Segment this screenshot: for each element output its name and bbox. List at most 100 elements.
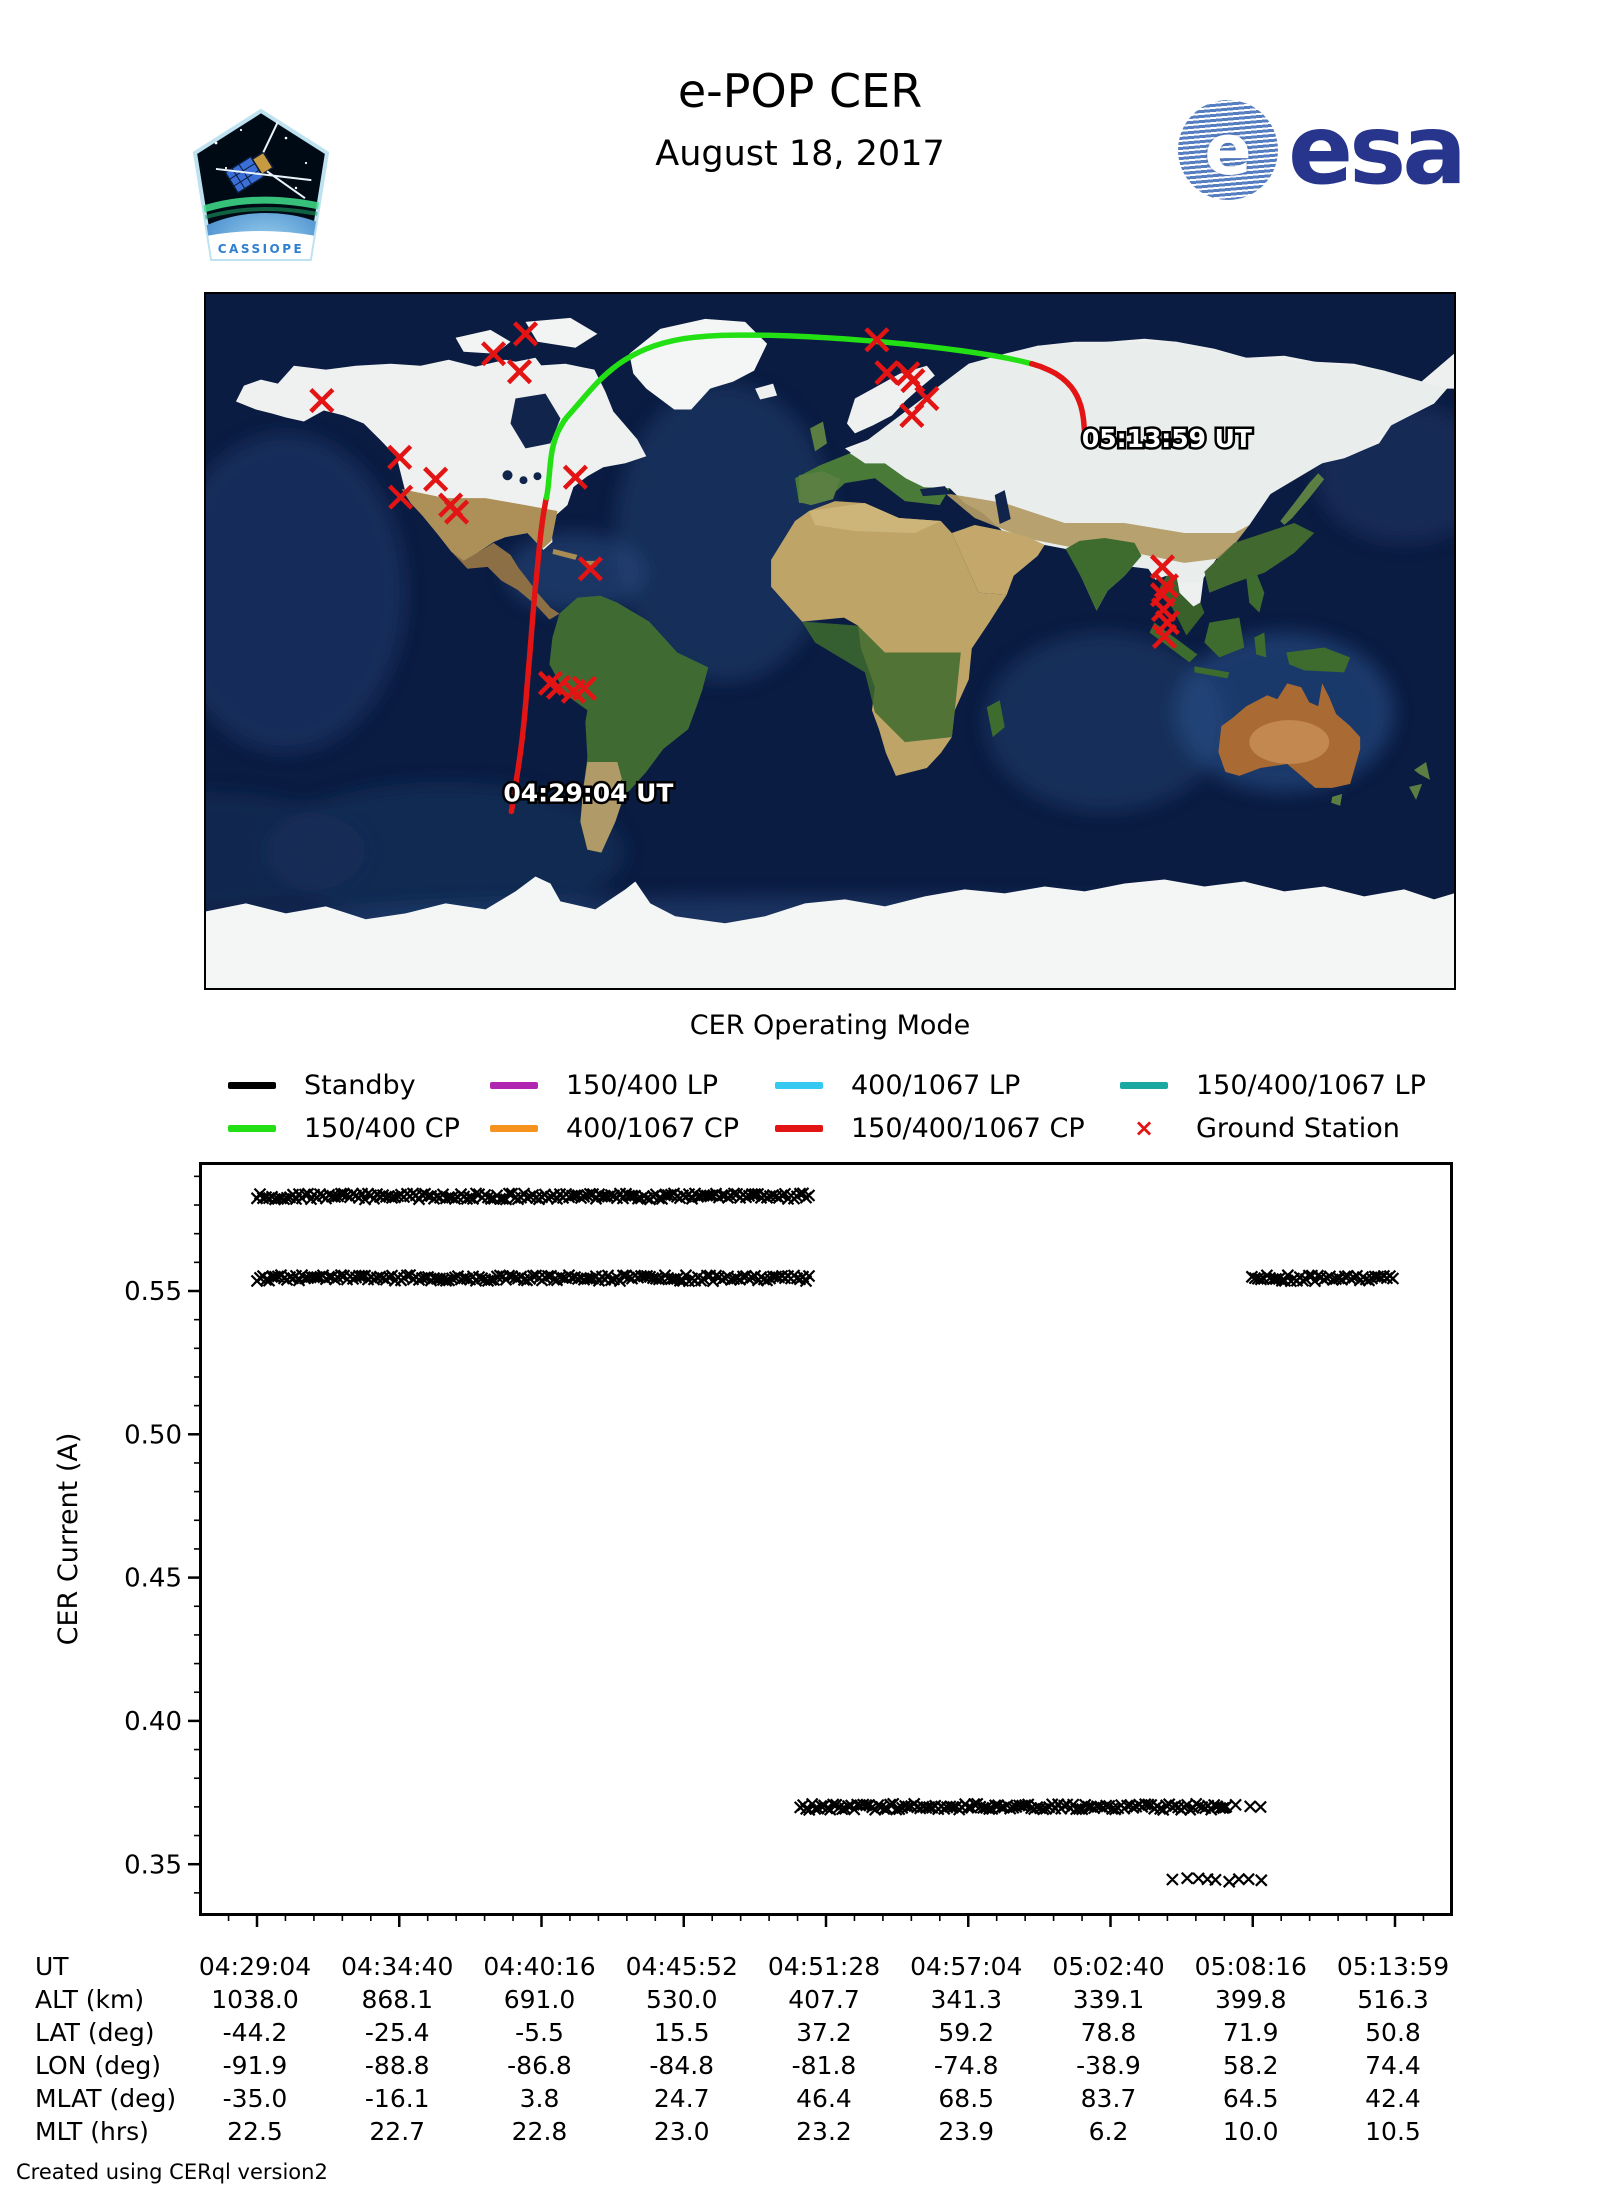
table-cell: 04:29:04: [198, 1952, 312, 1981]
plot-axes: 0.55 0.50 0.45 0.40 0.35: [124, 1175, 1425, 1927]
table-cell: 23.9: [938, 2117, 995, 2146]
table-cell: 64.5: [1222, 2084, 1279, 2113]
table-cell: 04:51:28: [767, 1952, 881, 1981]
page-title: e-POP CER: [677, 64, 923, 118]
table-cell: 68.5: [938, 2084, 995, 2113]
esa-globe-icon: e: [1178, 100, 1278, 200]
legend-line-swatch: [775, 1124, 823, 1132]
table-cell: 530.0: [645, 1985, 718, 2014]
ground-station-x-icon: [512, 321, 539, 347]
table-cell: 3.8: [519, 2084, 560, 2113]
table-cell: 04:40:16: [483, 1952, 596, 1981]
table-cell: 74.4: [1365, 2051, 1421, 2080]
scatter-band: [793, 1797, 1233, 1817]
ground-station-x-icon: [899, 402, 925, 429]
table-cell: -86.8: [507, 2051, 572, 2080]
table-cell: 05:02:40: [1052, 1952, 1165, 1981]
y-tick-label: 0.40: [124, 1707, 182, 1737]
ground-station-x-icon: [506, 359, 533, 385]
legend-label: 150/400/1067 LP: [1196, 1069, 1426, 1101]
track-segment-150-400-1067-CP: [1029, 361, 1091, 448]
table-cell: 04:34:40: [341, 1952, 454, 1981]
table-cell: 78.8: [1080, 2018, 1137, 2047]
table-cell: -25.4: [364, 2018, 430, 2047]
table-row-mlat: MLAT (deg) -35.0 -16.1 3.8 24.7 46.4 68.5 83.7 6…: [0, 2084, 1600, 2117]
ground-station-x-icon: [571, 675, 597, 701]
track-time-labels: 04:29:04 UT 05:13:59 UT: [501, 422, 1255, 810]
esa-logo: e esa: [1178, 94, 1467, 206]
table-row-lat: LAT (deg) -44.2 -25.4 -5.5 15.5 37.2 59.2 78.8 7…: [0, 2018, 1600, 2051]
legend-label: 150/400 LP: [566, 1069, 719, 1101]
scatter-band: [250, 1268, 816, 1288]
table-cell: -91.9: [222, 2051, 288, 2080]
table-cell: 22.5: [227, 2117, 283, 2146]
cer-current-plot: 0.55 0.50 0.45 0.40 0.35: [124, 1162, 1453, 1927]
table-cell: 15.5: [653, 2018, 710, 2047]
table-cell: -16.1: [364, 2084, 430, 2113]
legend-label: 150/400/1067 CP: [851, 1112, 1085, 1144]
ground-station-x-icon: [577, 556, 603, 582]
y-axis-label: CER Current (A): [53, 1432, 84, 1646]
legend-item-400-1067-CP: 400/1067 CP: [490, 1113, 739, 1144]
track-time-label: 04:29:04 UT: [503, 778, 673, 807]
y-tick-label: 0.45: [124, 1564, 182, 1594]
ground-station-x-icon: [864, 327, 890, 353]
legend-line-swatch: [228, 1081, 276, 1089]
page-date: August 18, 2017: [655, 134, 945, 174]
scatter-band: [250, 1187, 816, 1206]
ground-station-x-icon: [900, 368, 926, 394]
table-cell: 59.2: [938, 2018, 995, 2047]
satellite-ground-track: [508, 332, 1091, 815]
table-cell: 05:08:16: [1194, 1952, 1307, 1981]
legend-line-swatch: [775, 1081, 823, 1089]
legend-label: Standby: [304, 1069, 416, 1101]
table-cell: -84.8: [649, 2051, 715, 2080]
table-cell: 46.4: [796, 2084, 852, 2113]
table-cell: -88.8: [364, 2051, 430, 2080]
ground-station-x-icon: [423, 466, 449, 492]
legend-line-swatch: [490, 1081, 538, 1089]
table-row-label: MLT (hrs): [35, 2117, 149, 2146]
esa-wordmark: esa: [1288, 94, 1467, 206]
patch-satellite: [215, 116, 312, 200]
table-cell: 341.3: [930, 1985, 1003, 2014]
table-cell: 37.2: [796, 2018, 852, 2047]
table-cell: 05:13:59: [1336, 1952, 1450, 1981]
ground-station-x-icon: [1151, 623, 1178, 650]
table-cell: 83.7: [1080, 2084, 1137, 2113]
track-segment-150-400-CP: [543, 332, 1035, 501]
legend-item-150-400-LP: 150/400 LP: [490, 1069, 719, 1101]
ground-station-x-icon: [874, 360, 900, 386]
table-row-label: ALT (km): [35, 1985, 145, 2014]
table-cell: -44.2: [222, 2018, 288, 2047]
table-cell: 1038.0: [211, 1985, 299, 2014]
legend-item-400-1067-LP: 400/1067 LP: [775, 1069, 1021, 1101]
ground-station-markers: [309, 321, 1181, 704]
table-row-label: UT: [35, 1952, 69, 1981]
table-cell: 407.7: [788, 1985, 860, 2014]
table-row-label: LON (deg): [35, 2051, 161, 2080]
table-cell: 10.0: [1222, 2117, 1279, 2146]
table-row-mlt: MLT (hrs) 22.5 22.7 22.8 23.0 23.2 23.9 6.2 10.0…: [0, 2117, 1600, 2150]
ground-station-x-icon: [562, 464, 588, 490]
legend-item-150-400-1067-LP: 150/400/1067 LP: [1120, 1069, 1426, 1101]
table-cell: -74.8: [933, 2051, 999, 2080]
table-row-alt: ALT (km) 1038.0 868.1 691.0 530.0 407.7 341.3 3…: [0, 1985, 1600, 2018]
track-segment-150-400-1067-CP: [508, 494, 550, 815]
table-row-lon: LON (deg) -91.9 -88.8 -86.8 -84.8 -81.8 -74.8 -…: [0, 2051, 1600, 2084]
table-cell: 10.5: [1365, 2117, 1421, 2146]
table-cell: 23.0: [653, 2117, 710, 2146]
patch-label: CASSIOPE: [218, 242, 305, 256]
y-tick-label: 0.55: [124, 1277, 182, 1307]
ground-station-x-icon: [388, 484, 414, 510]
table-cell: 04:57:04: [910, 1952, 1023, 1981]
legend-item-Standby: Standby: [228, 1069, 416, 1101]
y-tick-label: 0.50: [124, 1420, 182, 1450]
ground-station-x-icon: [480, 341, 507, 367]
world-map: 04:29:04 UT 05:13:59 UT: [204, 292, 1456, 990]
legend-label: 400/1067 LP: [851, 1069, 1021, 1101]
table-cell: 58.2: [1222, 2051, 1279, 2080]
legend-item-150-400-1067-CP: 150/400/1067 CP: [775, 1112, 1085, 1144]
legend-label: Ground Station: [1196, 1112, 1400, 1144]
